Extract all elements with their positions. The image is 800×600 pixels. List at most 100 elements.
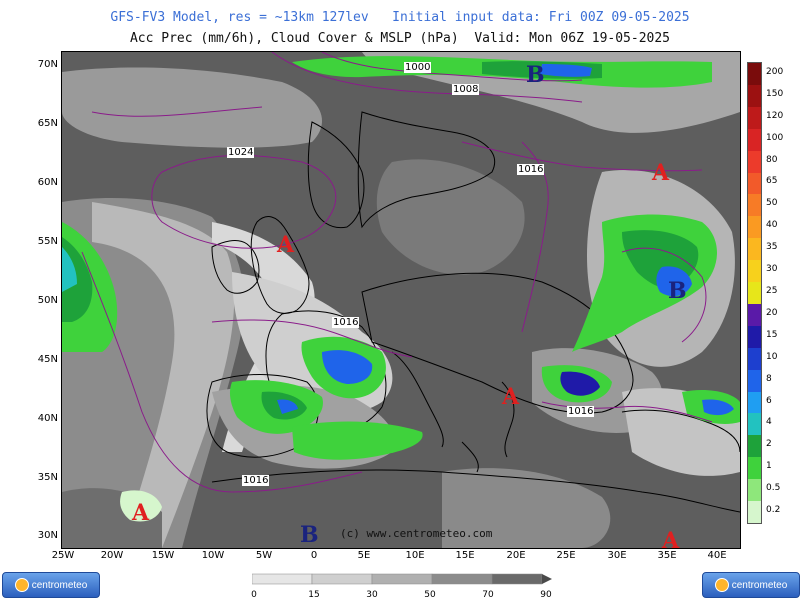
lat-label-55n: 55N [37,236,58,247]
lon-label-5w: 5W [255,550,273,561]
weather-map: 1000 1008 1024 1016 1016 1016 1016 B A A… [61,51,741,549]
precip-colorbar-label: 100 [766,132,784,143]
precip-color-step [748,391,761,414]
lat-label-65n: 65N [37,118,58,129]
lat-label-40n: 40N [37,413,58,424]
precip-colorbar-label: 30 [766,264,778,275]
precip-colorbar-label: 200 [766,66,784,77]
lon-label-25e: 25E [556,550,576,561]
lon-label-40e: 40E [707,550,727,561]
lon-label-25w: 25W [51,550,75,561]
lat-label-60n: 60N [37,177,58,188]
precip-color-step [748,501,761,523]
precip-colorbar-label: 2 [766,439,772,450]
precip-color-step [748,369,761,392]
lon-label-10e: 10E [405,550,425,561]
cloud-label-15: 15 [308,590,320,600]
precipitation-layer [62,56,740,522]
precip-colorbar-label: 50 [766,198,778,209]
cloud-label-0: 0 [251,590,257,600]
lat-label-35n: 35N [37,472,58,483]
precip-color-step [748,84,761,107]
lat-label-30n: 30N [37,530,58,541]
precip-color-step [748,282,761,304]
precip-color-step [748,63,761,85]
precip-color-step [748,325,761,348]
low-pressure-center-norway: B [526,62,545,88]
precip-color-step [748,128,761,151]
low-pressure-center-africa: B [300,522,319,548]
lon-label-30e: 30E [607,550,627,561]
lat-label-50n: 50N [37,295,58,306]
precip-colorbar-label: 120 [766,110,784,121]
high-pressure-center-levant: A [662,528,680,549]
precip-color-step [748,479,761,502]
precip-color-step [748,106,761,129]
isobar-label-1000: 1000 [404,62,432,73]
precip-colorbar-label: 6 [766,395,772,406]
precip-color-step [748,216,761,239]
isobar-label-1016-west: 1016 [332,317,360,328]
precip-color-step [748,347,761,370]
precip-colorbar-label: 20 [766,307,778,318]
lon-label-0: 0 [310,550,318,561]
high-pressure-center-adriatic: A [502,384,520,410]
cloud-cover-colorbar [252,573,552,585]
precip-colorbar-label: 8 [766,373,772,384]
cloud-label-50: 50 [424,590,436,600]
isobars [81,52,713,493]
precip-colorbar-label: 0.5 [766,483,781,494]
isobar-label-1024: 1024 [227,147,255,158]
isobar-label-1016-south: 1016 [242,475,270,486]
lat-label-45n: 45N [37,354,58,365]
lon-label-15w: 15W [151,550,175,561]
precip-color-step [748,238,761,261]
high-pressure-center-atlantic: A [132,500,150,526]
cloud-label-70: 70 [482,590,494,600]
lat-label-70n: 70N [37,59,58,70]
map-graphics [62,52,740,548]
precip-colorbar-label: 65 [766,176,778,187]
lon-label-35e: 35E [657,550,677,561]
lon-label-20w: 20W [100,550,124,561]
sun-icon [14,578,29,592]
precip-colorbar-label: 150 [766,88,784,99]
precip-colorbar-label: 80 [766,154,778,165]
precip-color-step [748,303,761,326]
sun-icon [714,578,729,592]
copyright-watermark: (c) www.centrometeo.com [340,527,493,540]
centrometeo-logo-left: centrometeo [2,572,100,598]
high-pressure-center-uk: A [277,232,295,258]
precip-colorbar-label: 10 [766,351,778,362]
model-title: GFS-FV3 Model, res = ~13km 127lev Initia… [110,10,690,25]
precip-color-step [748,457,761,480]
precip-colorbar-label: 25 [766,286,778,296]
centrometeo-logo-right: centrometeo [702,572,800,598]
precip-color-step [748,194,761,217]
precip-colorbar-label: 35 [766,242,778,253]
precip-colorbar-label: 4 [766,417,772,428]
cloud-label-30: 30 [366,590,378,600]
low-pressure-center-black-sea: B [668,278,687,304]
lon-label-5e: 5E [357,550,371,561]
logo-text-right: centrometeo [731,579,788,591]
precip-colorbar [747,62,762,524]
precip-colorbar-label: 40 [766,220,778,231]
precip-color-step [748,260,761,283]
lon-label-15e: 15E [455,550,475,561]
precip-colorbar-label: 1 [766,461,772,472]
precip-color-step [748,435,761,458]
valid-time-title: Acc Prec (mm/6h), Cloud Cover & MSLP (hP… [129,31,671,46]
lon-label-10w: 10W [201,550,225,561]
cloud-label-90: 90 [540,590,552,600]
precip-colorbar-label: 0.2 [766,505,781,516]
precip-color-step [748,413,761,436]
logo-text-left: centrometeo [31,579,88,591]
precip-color-step [748,150,761,173]
isobar-label-1008: 1008 [452,84,480,95]
isobar-label-1016-north: 1016 [517,164,545,175]
high-pressure-center-russia: A [652,160,670,186]
coastlines [206,111,740,513]
lon-label-20e: 20E [506,550,526,561]
precip-colorbar-label: 15 [766,329,778,340]
